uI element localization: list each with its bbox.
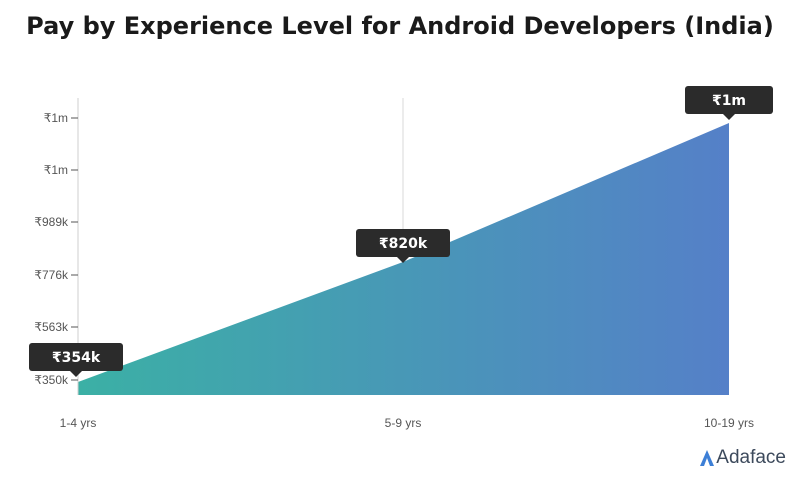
x-category-label: 10-19 yrs (704, 416, 754, 430)
data-label-box (685, 86, 773, 114)
y-tick-label: ₹989k (34, 215, 69, 229)
data-label: ₹1m (712, 93, 746, 109)
data-label-bubble: ₹820k (356, 229, 450, 263)
data-label: ₹820k (379, 236, 428, 252)
data-label-pointer (397, 257, 409, 263)
data-label-bubble: ₹1m (685, 86, 773, 120)
area-series (78, 123, 729, 395)
adaface-logo-icon (700, 450, 715, 466)
y-tick-label: ₹563k (34, 320, 69, 334)
data-label-bubble: ₹354k (29, 343, 123, 377)
data-label-box (356, 229, 450, 257)
y-tick-label: ₹1m (44, 111, 68, 125)
y-tick-label: ₹776k (34, 268, 69, 282)
brand-name: Adaface (716, 447, 786, 468)
data-label-pointer (723, 114, 735, 120)
data-label-box (29, 343, 123, 371)
y-tick-label: ₹350k (34, 373, 69, 387)
chart-title: Pay by Experience Level for Android Deve… (26, 12, 774, 40)
x-category-label: 5-9 yrs (385, 416, 422, 430)
y-tick-label: ₹1m (44, 163, 68, 177)
data-label-pointer (70, 371, 82, 377)
brand-logo: Adaface (700, 447, 786, 469)
data-label: ₹354k (52, 350, 101, 366)
x-category-label: 1-4 yrs (60, 416, 97, 430)
